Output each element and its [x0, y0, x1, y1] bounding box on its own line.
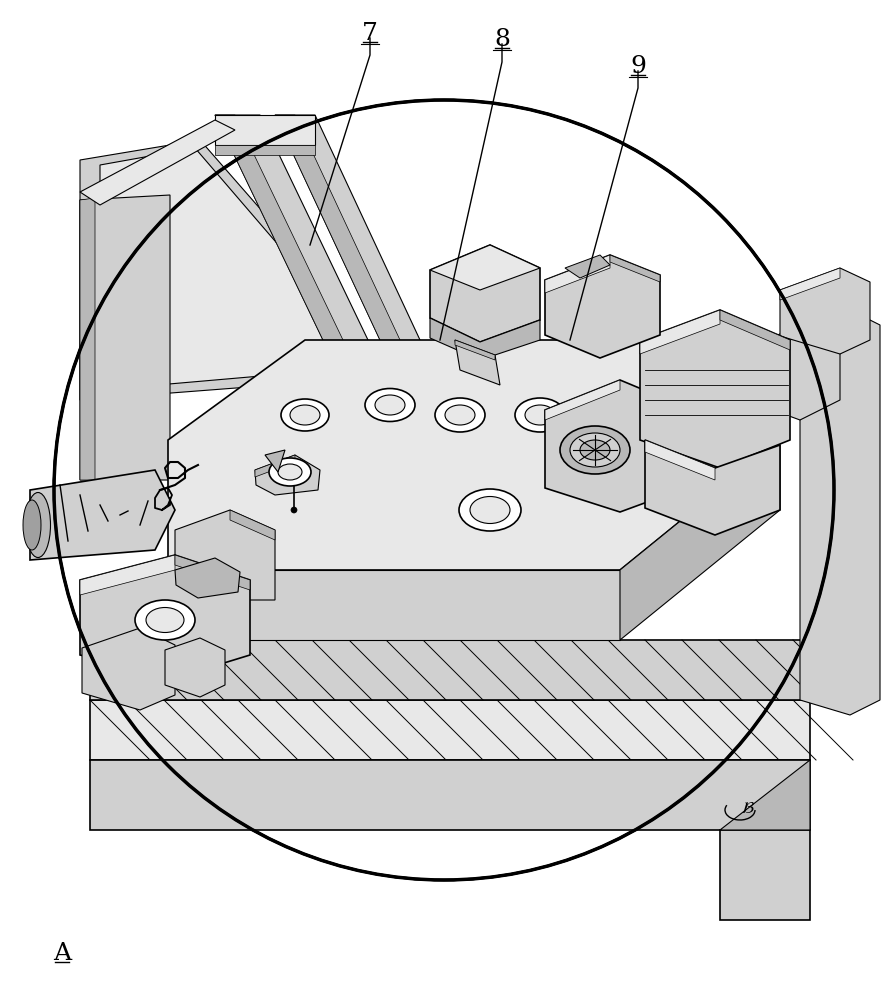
Polygon shape [780, 268, 870, 354]
Polygon shape [90, 760, 810, 830]
Polygon shape [30, 470, 175, 560]
Polygon shape [545, 380, 620, 420]
Ellipse shape [435, 398, 485, 432]
Circle shape [54, 100, 834, 880]
Ellipse shape [525, 405, 555, 425]
Polygon shape [620, 440, 780, 640]
Polygon shape [82, 628, 175, 710]
Polygon shape [90, 700, 810, 760]
Ellipse shape [580, 440, 610, 460]
Polygon shape [100, 148, 330, 390]
Polygon shape [80, 120, 235, 205]
Polygon shape [80, 198, 95, 480]
Polygon shape [720, 830, 810, 920]
Polygon shape [80, 140, 340, 400]
Polygon shape [255, 455, 320, 495]
Ellipse shape [278, 464, 302, 480]
Polygon shape [430, 245, 540, 290]
Polygon shape [645, 440, 780, 535]
Polygon shape [430, 318, 540, 360]
Polygon shape [90, 640, 810, 700]
Polygon shape [640, 310, 720, 354]
Ellipse shape [445, 405, 475, 425]
Polygon shape [740, 326, 800, 360]
Polygon shape [455, 340, 495, 360]
Polygon shape [545, 255, 660, 358]
Polygon shape [740, 326, 840, 420]
Ellipse shape [515, 398, 565, 432]
Polygon shape [810, 620, 840, 700]
Polygon shape [645, 440, 715, 480]
Polygon shape [175, 558, 240, 598]
Ellipse shape [269, 458, 311, 486]
Polygon shape [720, 760, 810, 830]
Ellipse shape [23, 500, 41, 550]
Ellipse shape [560, 426, 630, 474]
Polygon shape [80, 555, 175, 595]
Ellipse shape [365, 388, 415, 422]
Ellipse shape [570, 433, 620, 467]
Polygon shape [720, 310, 790, 350]
Ellipse shape [281, 399, 329, 431]
Polygon shape [275, 115, 490, 490]
Polygon shape [545, 255, 610, 293]
Polygon shape [165, 638, 225, 697]
Polygon shape [168, 340, 780, 570]
Text: 8: 8 [494, 28, 510, 51]
Polygon shape [780, 268, 840, 300]
Text: $\mathcal{B}$: $\mathcal{B}$ [741, 799, 755, 817]
Ellipse shape [290, 405, 320, 425]
Polygon shape [640, 310, 790, 468]
Polygon shape [215, 115, 440, 490]
Ellipse shape [146, 607, 184, 633]
Ellipse shape [135, 600, 195, 640]
Polygon shape [430, 245, 540, 342]
Polygon shape [175, 510, 275, 600]
Text: A: A [53, 942, 71, 965]
Polygon shape [168, 570, 620, 640]
Polygon shape [800, 310, 880, 715]
Polygon shape [215, 115, 415, 490]
Ellipse shape [375, 395, 405, 415]
Polygon shape [215, 115, 315, 145]
Polygon shape [545, 380, 680, 512]
Polygon shape [255, 455, 295, 477]
Polygon shape [215, 145, 315, 155]
Polygon shape [80, 195, 170, 480]
Ellipse shape [470, 496, 510, 524]
Ellipse shape [291, 507, 297, 513]
Polygon shape [230, 510, 275, 540]
Text: 9: 9 [630, 55, 646, 78]
Polygon shape [275, 115, 470, 490]
Polygon shape [800, 310, 850, 340]
Polygon shape [265, 450, 285, 472]
Ellipse shape [26, 492, 51, 558]
Ellipse shape [459, 489, 521, 531]
Polygon shape [610, 255, 660, 282]
Polygon shape [455, 340, 500, 385]
Polygon shape [80, 555, 250, 678]
Polygon shape [175, 555, 250, 590]
Polygon shape [565, 255, 610, 278]
Text: 7: 7 [362, 22, 378, 45]
